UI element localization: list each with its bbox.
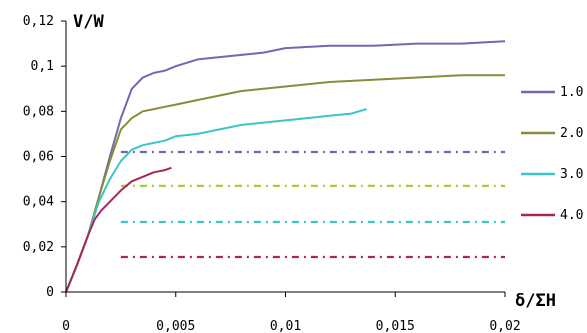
series-line-2	[65, 74, 505, 293]
x-tick-label: 0,005	[156, 319, 195, 333]
x-tick-labels: 0 0,005 0,01 0,015 0,02	[62, 319, 521, 333]
x-tick-label: 0,01	[270, 319, 301, 333]
legend-label-4: 4.0	[560, 208, 583, 223]
tick-marks	[61, 20, 506, 297]
legend-label-1: 1.0	[560, 85, 583, 100]
legend-label-3: 3.0	[560, 167, 583, 182]
y-tick-label: 0	[46, 285, 54, 300]
x-axis-title: δ/ΣH	[515, 291, 556, 311]
y-tick-labels: 0 0,02 0,04 0,06 0,08 0,1 0,12	[23, 14, 54, 300]
series-line-3	[65, 108, 367, 293]
y-tick-label: 0,04	[23, 195, 54, 210]
x-tick-label: 0	[62, 319, 70, 333]
y-tick-label: 0,02	[23, 240, 54, 255]
x-tick-label: 0,02	[489, 319, 520, 333]
legend: 1.0 2.0 3.0 4.0	[521, 85, 583, 223]
y-tick-label: 0,1	[31, 59, 54, 74]
legend-label-2: 2.0	[560, 126, 583, 141]
x-tick-label: 0,015	[376, 319, 415, 333]
y-tick-label: 0,06	[23, 150, 54, 165]
series-line-1	[65, 40, 506, 293]
series-line-4	[65, 166, 172, 293]
series-lines	[65, 40, 506, 293]
reference-lines	[120, 150, 505, 259]
y-tick-label: 0,08	[23, 104, 54, 119]
y-tick-label: 0,12	[23, 14, 54, 29]
y-axis-title: V/W	[73, 12, 104, 32]
